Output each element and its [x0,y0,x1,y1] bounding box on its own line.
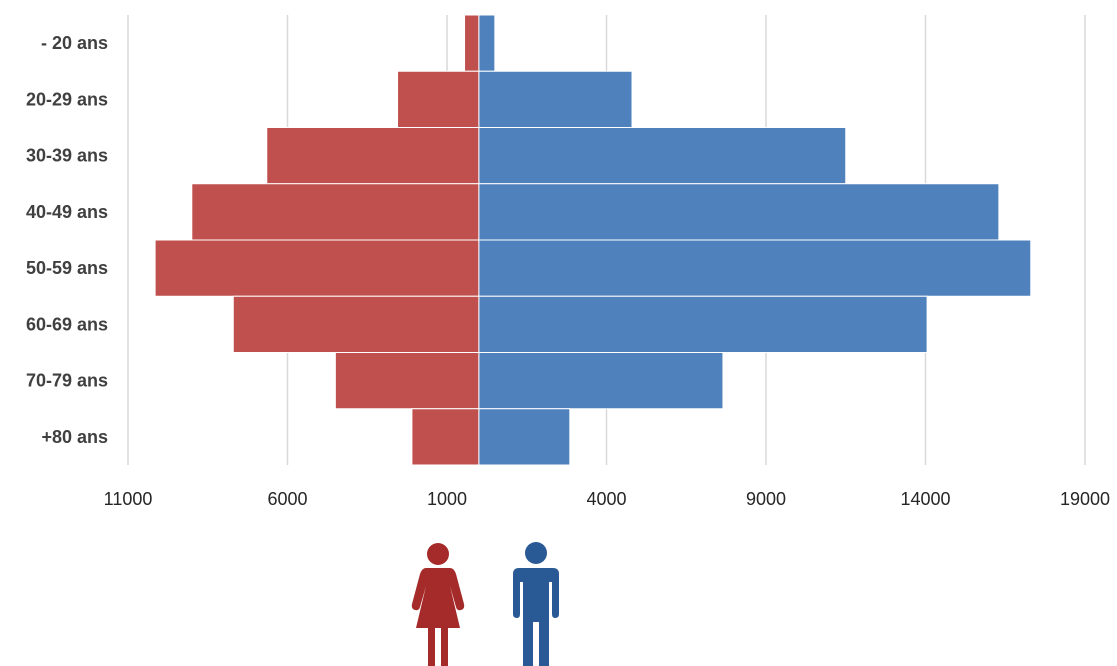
x-tick-labels: 11000 6000 1000 4000 9000 14000 19000 [104,489,1110,509]
bars [154,14,1032,466]
bar-left-1 [397,70,480,128]
bar-left-2 [266,127,480,185]
x-tick-label: 14000 [900,489,950,509]
bar-right-6 [478,352,724,410]
bar-right-0 [478,14,496,72]
bar-left-3 [191,183,480,241]
bar-right-3 [478,183,1000,241]
category-label: 20-29 ans [26,89,108,109]
bar-right-4 [478,239,1032,297]
category-label: 50-59 ans [26,258,108,278]
category-label: 70-79 ans [26,371,108,391]
x-tick-label: 11000 [104,489,153,509]
bar-right-5 [478,295,928,353]
x-tick-label: 19000 [1060,489,1110,509]
category-label: 60-69 ans [26,314,108,334]
bar-right-2 [478,127,847,185]
female-person-icon [411,543,465,666]
bar-left-6 [334,352,480,410]
bar-right-7 [478,408,571,466]
bar-left-0 [464,14,480,72]
category-label: - 20 ans [41,33,108,53]
category-label: 40-49 ans [26,202,108,222]
x-tick-label: 9000 [746,489,786,509]
bar-right-1 [478,70,633,128]
x-tick-label: 1000 [427,489,467,509]
category-label: 30-39 ans [26,146,108,166]
bar-left-4 [154,239,480,297]
bar-left-5 [232,295,480,353]
x-tick-label: 4000 [586,489,626,509]
x-tick-label: 6000 [267,489,307,509]
bar-left-7 [411,408,480,466]
male-person-icon [513,542,559,666]
category-label: +80 ans [41,427,108,447]
category-labels: - 20 ans 20-29 ans 30-39 ans 40-49 ans 50-59… [26,33,108,447]
